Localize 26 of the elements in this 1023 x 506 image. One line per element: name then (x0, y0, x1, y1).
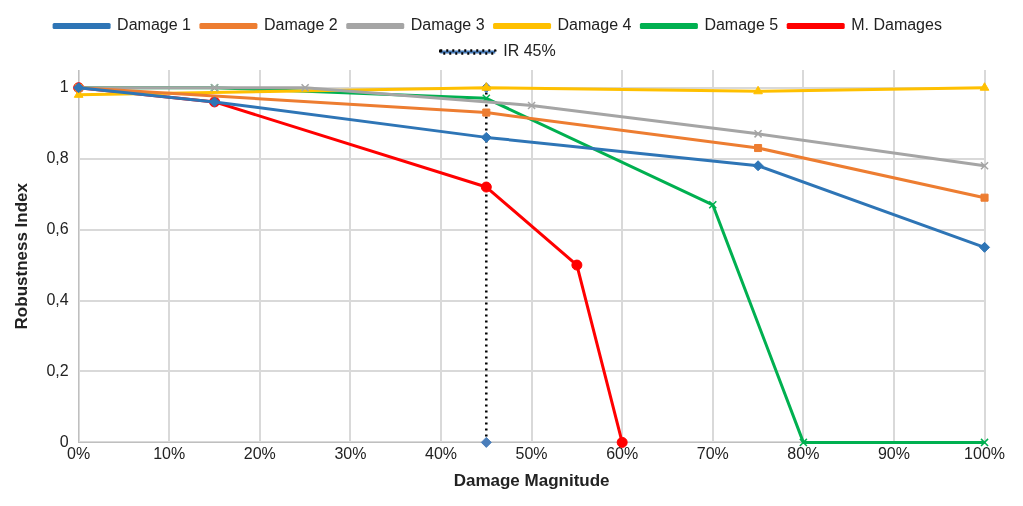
x-tick-label: 20% (243, 445, 276, 463)
legend-label: IR 45% (503, 42, 556, 60)
y-tick-label: 0,4 (46, 290, 69, 308)
legend-label: Damage 2 (263, 16, 338, 34)
y-tick-label: 0 (59, 432, 69, 450)
x-tick-label: 70% (696, 445, 729, 463)
y-tick-label: 0,2 (46, 361, 69, 379)
x-tick-label: 40% (424, 445, 458, 463)
legend-label: M. Damages (851, 16, 942, 34)
y-tick-label: 1 (59, 78, 69, 96)
x-tick-label: 10% (153, 445, 186, 463)
x-tick-label: 0% (67, 445, 91, 463)
legend-label: Damage 4 (557, 16, 632, 34)
x-tick-label: 30% (334, 445, 367, 463)
y-tick-label: 0,6 (46, 220, 69, 238)
x-tick-label: 80% (787, 445, 820, 463)
legend-label: Damage 1 (117, 16, 192, 34)
x-tick-label: 90% (877, 445, 910, 463)
y-axis-title: Robustness Index (11, 182, 31, 330)
legend-label: Damage 5 (704, 16, 779, 34)
x-tick-label: 100% (964, 445, 1005, 463)
y-tick-label: 0,8 (46, 149, 69, 167)
legend-label: Damage 3 (410, 16, 485, 34)
x-tick-label: 50% (515, 445, 548, 463)
x-axis-title: Damage Magnitude (453, 471, 610, 491)
x-tick-label: 60% (606, 445, 639, 463)
